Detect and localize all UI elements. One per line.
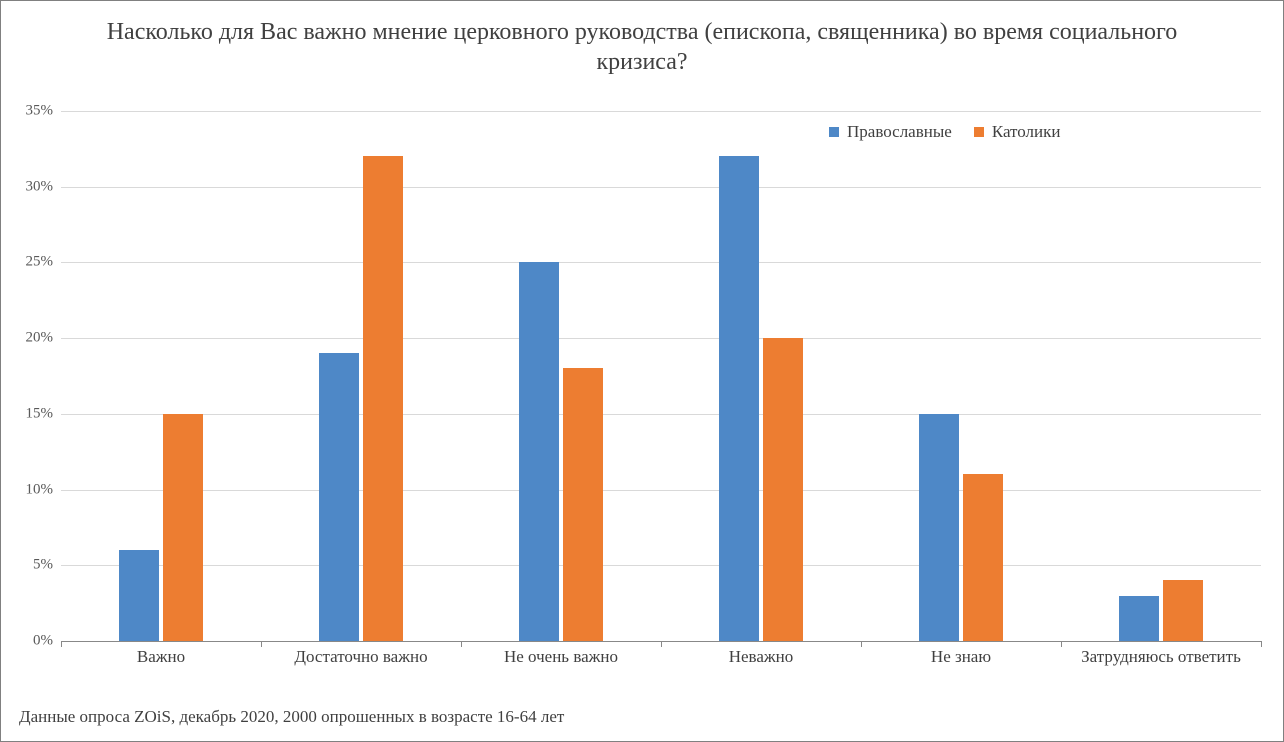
legend: Православные Католики — [829, 122, 1074, 142]
gridline — [61, 338, 1261, 339]
bar — [763, 338, 803, 641]
y-tick-label: 10% — [5, 481, 53, 498]
x-tick-label: Затрудняюсь ответить — [1061, 641, 1261, 667]
x-tick-mark — [61, 641, 62, 647]
y-tick-label: 15% — [5, 405, 53, 422]
bar — [519, 262, 559, 641]
chart-footnote: Данные опроса ZOiS, декабрь 2020, 2000 о… — [19, 707, 564, 727]
x-tick-mark — [861, 641, 862, 647]
chart-frame: Насколько для Вас важно мнение церковног… — [0, 0, 1284, 742]
legend-label: Католики — [992, 122, 1061, 142]
gridline — [61, 565, 1261, 566]
bar — [719, 156, 759, 641]
x-tick-mark — [1261, 641, 1262, 647]
legend-swatch — [974, 127, 984, 137]
chart-title: Насколько для Вас важно мнение церковног… — [1, 1, 1283, 81]
gridline — [61, 490, 1261, 491]
y-tick-label: 5% — [5, 557, 53, 574]
gridline — [61, 111, 1261, 112]
legend-swatch — [829, 127, 839, 137]
bar — [163, 414, 203, 641]
bar — [919, 414, 959, 641]
y-tick-label: 35% — [5, 103, 53, 120]
bar — [963, 474, 1003, 641]
bar — [319, 353, 359, 641]
bar — [1163, 580, 1203, 641]
x-tick-label: Не знаю — [861, 641, 1061, 667]
x-tick-mark — [261, 641, 262, 647]
x-tick-label: Неважно — [661, 641, 861, 667]
bar — [119, 550, 159, 641]
x-tick-mark — [1061, 641, 1062, 647]
gridline — [61, 262, 1261, 263]
y-tick-label: 30% — [5, 178, 53, 195]
bar — [363, 156, 403, 641]
x-tick-label: Достаточно важно — [261, 641, 461, 667]
gridline — [61, 187, 1261, 188]
x-tick-mark — [461, 641, 462, 647]
bar — [1119, 596, 1159, 641]
x-tick-label: Не очень важно — [461, 641, 661, 667]
plot-area: 0%5%10%15%20%25%30%35%ВажноДостаточно ва… — [61, 111, 1261, 641]
bar — [563, 368, 603, 641]
legend-label: Православные — [847, 122, 952, 142]
x-tick-mark — [661, 641, 662, 647]
y-tick-label: 0% — [5, 633, 53, 650]
y-tick-label: 25% — [5, 254, 53, 271]
y-tick-label: 20% — [5, 330, 53, 347]
x-tick-label: Важно — [61, 641, 261, 667]
gridline — [61, 414, 1261, 415]
